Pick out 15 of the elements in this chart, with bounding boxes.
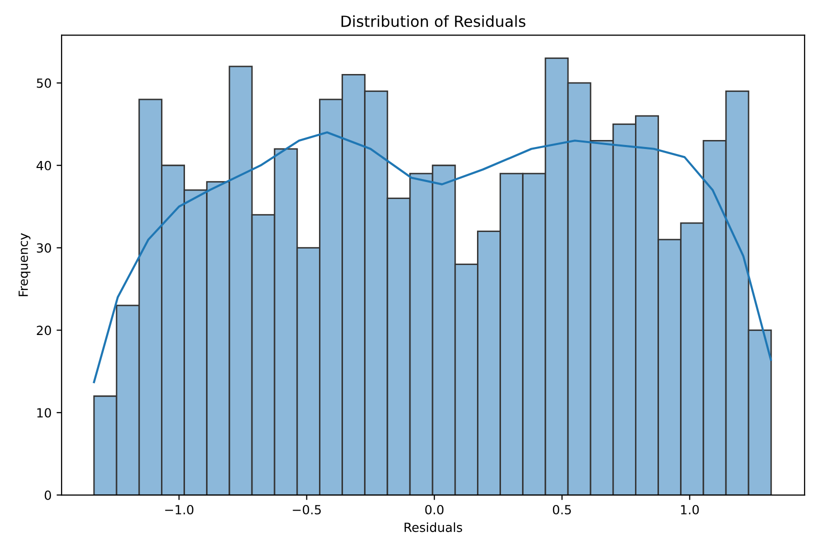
x-tick-label: −0.5 <box>292 504 321 514</box>
line-series <box>92 131 772 384</box>
x-tick-label: 0.5 <box>552 504 571 514</box>
y-tick-label: 20 <box>36 326 52 336</box>
x-tick-label: −1.0 <box>165 504 194 514</box>
y-tick-label: 40 <box>36 160 52 170</box>
y-axis-title: Frequency <box>18 233 30 296</box>
y-tick-label: 50 <box>36 78 52 88</box>
x-tick-label: 1.0 <box>681 504 699 514</box>
chart-title: Distribution of Residuals <box>342 15 526 28</box>
x-axis-title: Residuals <box>404 522 462 532</box>
y-tick-label: 0 <box>44 490 52 500</box>
y-tick-label: 10 <box>37 408 52 418</box>
x-tick-label: 0.0 <box>425 504 444 514</box>
y-tick-label: 30 <box>36 243 52 253</box>
